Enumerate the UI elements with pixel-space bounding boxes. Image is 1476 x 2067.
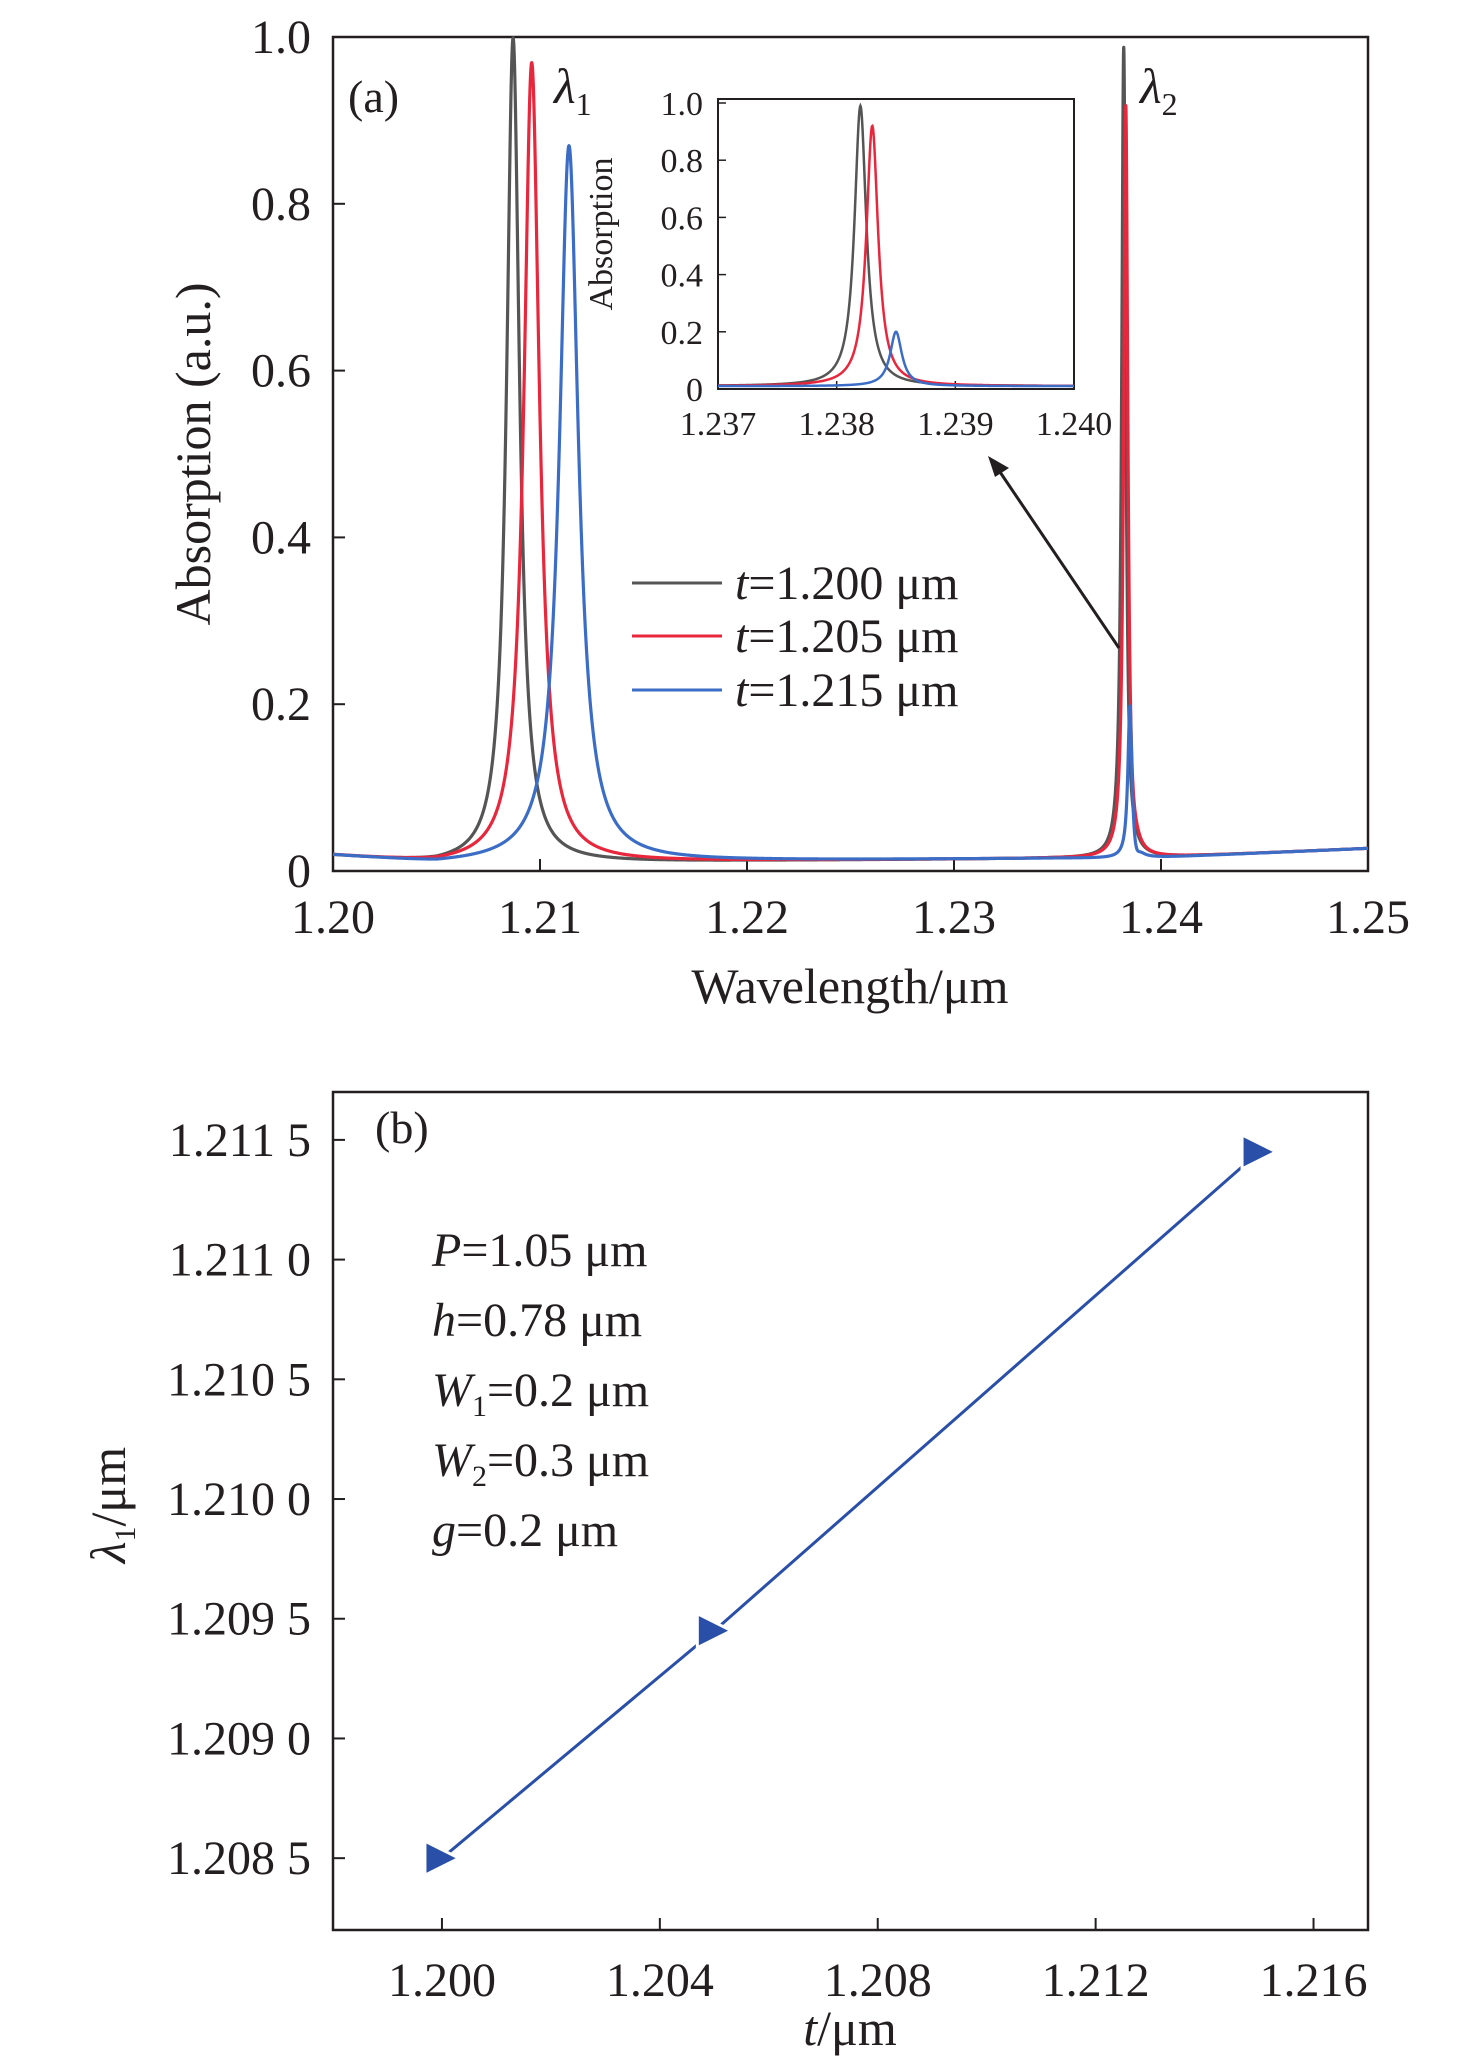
inset-ticks: 1.237 1.238 1.239 1.240 0 0.2 0.4 0.6 0.8 1.0 [661,86,1113,443]
y-tick-label: 1.209 0 [167,1712,311,1765]
panel-b-series [423,1132,1280,1878]
y-tick-label: 0.8 [251,178,311,231]
x-tick-label: 1.204 [606,1954,714,2007]
inset-frame [717,98,1075,390]
inset-y-tick-label: 0.4 [661,258,704,295]
legend-item: t=1.205 μm [632,610,958,663]
inset-series-line-2 [718,330,1074,388]
x-tick-label: 1.212 [1042,1954,1150,2007]
inset-x-tick-label: 1.239 [917,406,994,443]
y-tick-label: 1.208 5 [167,1832,311,1885]
panel-b: 1.200 1.204 1.208 1.212 1.216 1.208 5 1.209 0 1… [80,1090,1370,2056]
panel-a-frame [331,35,1370,873]
x-tick-label: 1.22 [705,891,789,944]
inset-x-tick-label: 1.237 [680,406,757,443]
panel-a-y-axis-title: Absorption (a.u.) [165,283,221,626]
y-tick-label: 0.6 [251,345,311,398]
panel-b-label: (b) [375,1102,429,1153]
x-tick-label: 1.25 [1326,891,1410,944]
y-tick-label: 1.210 0 [167,1473,311,1526]
panel-a: 1.20 1.21 1.22 1.23 1.24 1.25 0 0.2 0.4 0.6 0.8 1.0… [165,11,1410,1014]
inset-curves [717,102,1075,388]
x-tick-label: 1.216 [1260,1954,1368,2007]
panel-a-curves [332,36,1369,862]
inset-x-tick-label: 1.240 [1036,406,1113,443]
legend: t=1.200 μm t=1.205 μm t=1.215 μm [632,557,958,717]
parameter-text: h=0.78 μm [432,1294,642,1347]
x-tick-label: 1.24 [1119,891,1203,944]
inset-y-tick-label: 0 [686,372,703,409]
parameter-text: P=1.05 μm [431,1224,647,1277]
inset-y-tick-label: 0.2 [661,315,704,352]
inset-y-tick-label: 1.0 [661,86,704,123]
parameter-text: g=0.2 μm [432,1504,618,1557]
y-tick-label: 0.2 [251,678,311,731]
inset: 1.237 1.238 1.239 1.240 0 0.2 0.4 0.6 0.8 1.0 Abs… [583,86,1112,443]
series-line-2 [332,144,1369,861]
y-tick-label: 0 [287,845,311,898]
panel-b-ticks: 1.200 1.204 1.208 1.212 1.216 1.208 5 1.209 0 1… [167,1114,1368,2007]
panel-a-label: (a) [348,71,399,122]
zoom-arrow [988,456,1121,649]
x-tick-label: 1.200 [388,1954,496,2007]
panel-b-y-axis-title: λ1/μm [80,1447,142,1565]
parameter-text: W1=0.2 μm [432,1364,649,1423]
legend-item: t=1.215 μm [632,664,958,717]
y-tick-label: 0.4 [251,511,311,564]
panel-a-x-axis-title: Wavelength/μm [691,958,1008,1014]
x-tick-label: 1.20 [291,891,375,944]
x-tick-label: 1.21 [498,891,582,944]
y-tick-label: 1.210 5 [167,1353,311,1406]
legend-label: t=1.200 μm [735,557,958,610]
lambda1-label: λ1 [552,58,592,122]
legend-item: t=1.200 μm [632,557,958,610]
panel-b-x-axis-title: t/μm [803,2000,897,2056]
x-tick-label: 1.23 [912,891,996,944]
panel-b-frame [331,1090,1370,1932]
panel-a-ticks: 1.20 1.21 1.22 1.23 1.24 1.25 0 0.2 0.4 0.6 0.8 1.0 [251,11,1410,944]
y-tick-label: 1.211 5 [169,1114,311,1167]
data-point [423,1838,463,1878]
parameter-list: P=1.05 μm h=0.78 μm W1=0.2 μm W2=0.3 μm … [431,1224,649,1557]
x-tick-label: 1.208 [824,1954,932,2007]
data-point [1240,1132,1280,1172]
legend-label: t=1.205 μm [735,610,958,663]
zoom-arrow-line [998,471,1121,649]
inset-y-tick-label: 0.6 [661,200,704,237]
parameter-text: W2=0.3 μm [432,1434,649,1493]
inset-x-tick-label: 1.238 [798,406,875,443]
data-point [695,1611,735,1651]
inset-y-axis-title: Absorption [583,158,620,311]
inset-y-tick-label: 0.8 [661,143,704,180]
y-tick-label: 1.209 5 [167,1593,311,1646]
zoom-arrow-head [988,456,1009,477]
y-tick-label: 1.0 [251,11,311,64]
y-tick-label: 1.211 0 [169,1234,311,1287]
legend-label: t=1.215 μm [735,664,958,717]
lambda2-label: λ2 [1138,58,1178,122]
